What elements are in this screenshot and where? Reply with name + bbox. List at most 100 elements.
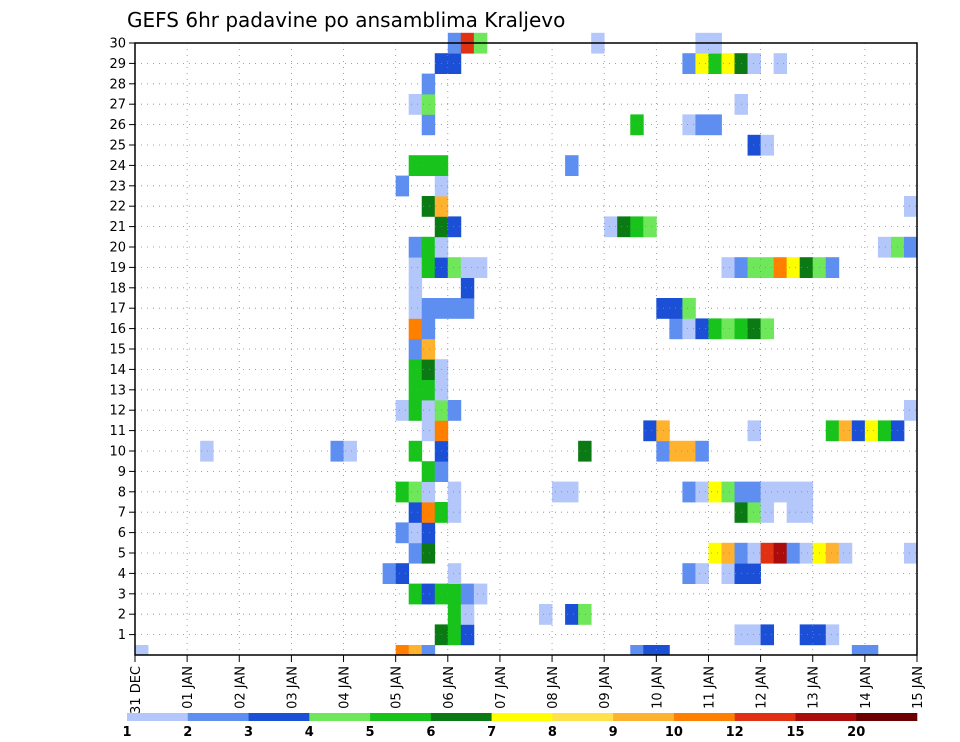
- colorbar-label: 6: [426, 725, 435, 740]
- heatmap-cell: [460, 604, 475, 625]
- colorbar-label: 9: [609, 725, 618, 740]
- heatmap-cell: [447, 604, 462, 625]
- heatmap-cell: [421, 359, 436, 380]
- x-tick-label: 03 JAN: [285, 666, 300, 709]
- heatmap-cell: [799, 542, 814, 564]
- heatmap-cell: [447, 298, 462, 319]
- heatmap-cell: [421, 298, 436, 319]
- y-tick-label: 14: [109, 363, 126, 378]
- y-tick-label: 30: [109, 37, 126, 52]
- heatmap-cell: [825, 624, 840, 646]
- heatmap-cell: [408, 236, 423, 258]
- y-tick-label: 20: [109, 241, 126, 256]
- heatmap-cell: [721, 563, 735, 584]
- heatmap-cell: [617, 216, 631, 238]
- heatmap-cell: [421, 236, 436, 258]
- y-axis: 1234567891011121314151617181920212223242…: [109, 37, 135, 643]
- colorbar-label: 7: [487, 725, 496, 740]
- colorbar-label: 2: [183, 725, 192, 740]
- heatmap-cell: [630, 114, 644, 136]
- heatmap-cell: [565, 481, 579, 503]
- heatmap-cell: [565, 604, 579, 625]
- heatmap-cell: [395, 400, 410, 421]
- heatmap-cell: [825, 542, 840, 564]
- heatmap-cell: [825, 257, 840, 278]
- heatmap-cell: [447, 481, 462, 503]
- heatmap-cell: [786, 502, 801, 523]
- colorbar-swatch: [795, 713, 857, 721]
- heatmap-cell: [773, 542, 788, 564]
- heatmap-cell: [421, 155, 436, 176]
- heatmap-cell: [473, 257, 488, 278]
- heatmap-cell: [656, 645, 670, 656]
- heatmap-cell: [408, 542, 423, 564]
- heatmap-cell: [695, 481, 709, 503]
- heatmap-cell: [421, 400, 436, 421]
- colorbar-swatch: [309, 713, 371, 721]
- heatmap-cell: [578, 604, 592, 625]
- heatmap-cell: [708, 53, 722, 74]
- heatmap-cell: [747, 53, 761, 74]
- colorbar-label: 1: [122, 725, 131, 740]
- y-tick-label: 25: [109, 139, 126, 154]
- heatmap-cell: [695, 563, 709, 584]
- colorbar-label: 4: [305, 725, 314, 740]
- heatmap-cell: [747, 624, 761, 646]
- heatmap-cell: [395, 175, 410, 197]
- heatmap-cell: [421, 257, 436, 278]
- y-tick-label: 6: [118, 526, 126, 541]
- heatmap-cell: [864, 645, 879, 656]
- heatmap-cell: [708, 542, 722, 564]
- heatmap-cell: [708, 318, 722, 340]
- heatmap-cell: [721, 257, 735, 278]
- colorbar-label: 20: [847, 725, 865, 740]
- x-tick-label: 31 DEC: [129, 666, 144, 714]
- heatmap-cell: [747, 481, 761, 503]
- y-tick-label: 28: [109, 77, 126, 92]
- heatmap-cell: [630, 216, 644, 238]
- x-tick-label: 13 JAN: [807, 666, 822, 709]
- heatmap-cell: [408, 379, 423, 401]
- heatmap-cell: [447, 624, 462, 646]
- heatmap-cell: [135, 645, 149, 656]
- heatmap-cell: [682, 53, 696, 74]
- heatmap-cell: [682, 563, 696, 584]
- colorbar-swatch: [248, 713, 310, 721]
- heatmap-cell: [447, 53, 462, 74]
- y-tick-label: 27: [109, 98, 126, 113]
- heatmap-cells: [135, 32, 918, 656]
- y-tick-label: 5: [118, 547, 126, 562]
- heatmap-cell: [695, 440, 709, 462]
- heatmap-cell: [200, 440, 214, 462]
- colorbar-swatch: [430, 713, 492, 721]
- chart-title: GEFS 6hr padavine po ansamblima Kraljevo: [127, 8, 565, 32]
- heatmap-cell: [760, 624, 775, 646]
- heatmap-cell: [460, 583, 475, 605]
- y-tick-label: 26: [109, 118, 126, 133]
- colorbar-swatch: [673, 713, 735, 721]
- x-tick-label: 04 JAN: [338, 666, 353, 709]
- x-tick-label: 11 JAN: [702, 666, 717, 709]
- heatmap-cell: [682, 481, 696, 503]
- colorbar-swatch: [127, 713, 189, 721]
- heatmap-cell: [421, 461, 436, 482]
- heatmap-cell: [773, 257, 788, 278]
- heatmap-cell: [903, 542, 918, 564]
- heatmap-cell: [760, 481, 775, 503]
- heatmap-cell: [760, 542, 775, 564]
- heatmap-cell: [747, 502, 761, 523]
- heatmap-cell: [408, 277, 423, 299]
- heatmap-cell: [421, 73, 436, 95]
- y-tick-label: 23: [109, 179, 126, 194]
- heatmap-cell: [708, 481, 722, 503]
- heatmap-cell: [330, 440, 344, 462]
- heatmap-cell: [421, 481, 436, 503]
- heatmap-cell: [786, 481, 801, 503]
- y-tick-label: 7: [118, 506, 126, 521]
- colorbar-label: 3: [244, 725, 253, 740]
- y-tick-label: 3: [118, 587, 126, 602]
- heatmap-cell: [825, 420, 840, 442]
- heatmap-cell: [747, 257, 761, 278]
- heatmap-cell: [408, 318, 423, 340]
